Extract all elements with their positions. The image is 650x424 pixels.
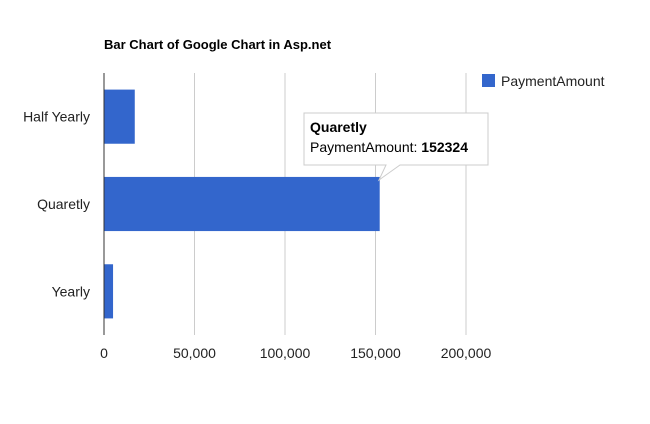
category-labels: Half Yearly Quaretly Yearly [23,109,90,300]
tooltip-series-line: PaymentAmount: 152324 [310,139,468,155]
bar[interactable] [104,264,114,319]
tooltip-value: 152324 [421,139,468,155]
x-tick-label: 200,000 [441,345,492,361]
x-tick-label: 150,000 [350,345,401,361]
tooltip: Quaretly PaymentAmount: 152324 [303,112,489,182]
chart-title: Bar Chart of Google Chart in Asp.net [104,37,332,52]
category-label: Quaretly [37,196,90,212]
legend-swatch-paymentamount [482,74,495,87]
x-tick-label: 100,000 [260,345,311,361]
x-tick-labels: 0 50,000 100,000 150,000 200,000 [100,345,491,361]
bar[interactable] [104,89,135,144]
tooltip-box [303,112,489,182]
bar[interactable] [104,176,380,232]
x-tick-label: 0 [100,345,108,361]
category-label: Yearly [52,283,90,299]
legend: PaymentAmount [482,73,605,89]
tooltip-title: Quaretly [310,119,367,135]
legend-label-paymentamount: PaymentAmount [501,73,605,89]
x-tick-label: 50,000 [173,345,216,361]
tooltip-series-label: PaymentAmount: [310,139,417,155]
bars [104,89,380,319]
category-label: Half Yearly [23,109,90,125]
